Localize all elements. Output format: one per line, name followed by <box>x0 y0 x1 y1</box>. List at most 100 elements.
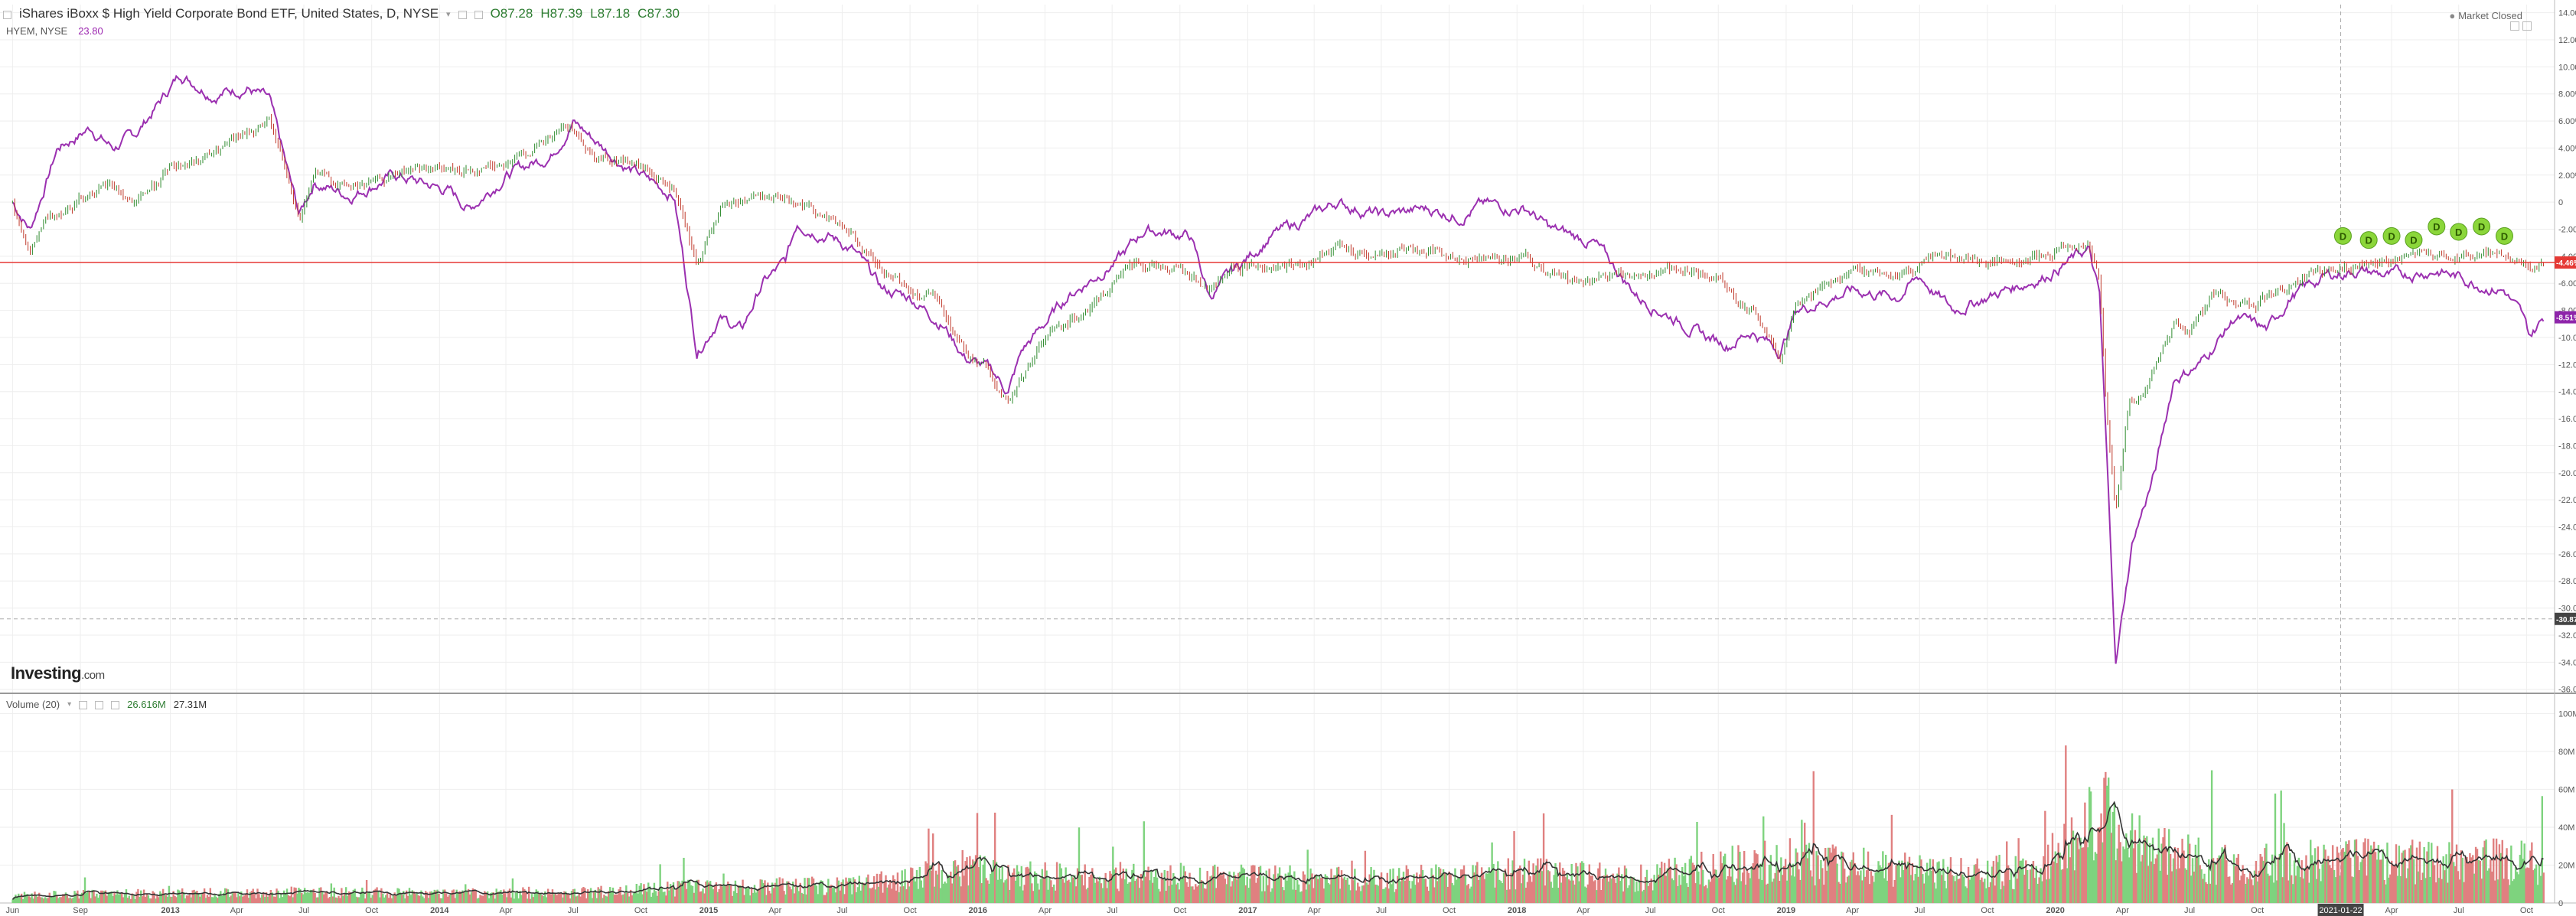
volume-bar[interactable] <box>201 892 204 903</box>
volume-bar[interactable] <box>546 897 548 903</box>
volume-bar[interactable] <box>2023 874 2026 903</box>
volume-bar[interactable] <box>1968 879 1971 903</box>
volume-bar[interactable] <box>481 895 483 903</box>
volume-bar[interactable] <box>2379 859 2382 903</box>
volume-bar[interactable] <box>1219 872 1222 903</box>
volume-bar[interactable] <box>344 887 347 903</box>
volume-bar[interactable] <box>1408 880 1410 903</box>
volume-bar[interactable] <box>1755 853 1757 903</box>
volume-bar[interactable] <box>1233 872 1235 903</box>
volume-bar[interactable] <box>159 891 161 903</box>
volume-bar[interactable] <box>122 897 125 903</box>
volume-bar[interactable] <box>1899 877 1902 903</box>
volume-bar[interactable] <box>960 886 963 903</box>
volume-bar[interactable] <box>1519 865 1521 903</box>
volume-bar[interactable] <box>790 889 793 903</box>
volume-bar[interactable] <box>1459 869 1462 903</box>
volume-bar[interactable] <box>1750 866 1753 903</box>
volume-bar[interactable] <box>1971 875 1974 903</box>
volume-bar[interactable] <box>830 885 833 903</box>
volume-bar[interactable] <box>1055 862 1058 903</box>
volume-bar[interactable] <box>2087 847 2089 903</box>
volume-bar[interactable] <box>1012 872 1014 903</box>
volume-bar[interactable] <box>629 889 632 903</box>
volume-bar[interactable] <box>1311 873 1313 903</box>
volume-bar[interactable] <box>595 898 598 903</box>
volume-bar[interactable] <box>1120 878 1123 903</box>
volume-bar[interactable] <box>1321 877 1324 903</box>
volume-bar[interactable] <box>2423 846 2425 903</box>
volume-bar[interactable] <box>1945 888 1948 903</box>
volume-bar[interactable] <box>2294 875 2297 903</box>
volume-bar[interactable] <box>446 896 449 903</box>
volume-bar[interactable] <box>794 879 797 903</box>
volume-bar[interactable] <box>2457 871 2460 903</box>
volume-bar[interactable] <box>249 892 252 903</box>
volume-bar[interactable] <box>266 896 269 903</box>
volume-bar[interactable] <box>548 892 551 903</box>
volume-bar[interactable] <box>687 879 690 903</box>
volume-bar[interactable] <box>1387 888 1390 903</box>
volume-bar[interactable] <box>1416 872 1418 903</box>
volume-bar[interactable] <box>1586 884 1590 903</box>
volume-bar[interactable] <box>2444 870 2446 903</box>
volume-bar[interactable] <box>2261 856 2263 903</box>
volume-bar[interactable] <box>221 895 223 903</box>
volume-bar[interactable] <box>2069 857 2072 903</box>
volume-bar[interactable] <box>2402 850 2405 903</box>
volume-bar[interactable] <box>2206 884 2209 903</box>
volume-bar[interactable] <box>2486 870 2489 903</box>
volume-bar[interactable] <box>688 881 691 903</box>
volume-bar[interactable] <box>2062 869 2064 903</box>
volume-bar[interactable] <box>2067 843 2070 903</box>
volume-bar[interactable] <box>1322 888 1325 903</box>
volume-bar[interactable] <box>1594 880 1596 903</box>
volume-bar[interactable] <box>2256 881 2259 903</box>
volume-bar[interactable] <box>1397 875 1399 903</box>
volume-bar[interactable] <box>1949 857 1952 903</box>
volume-bar[interactable] <box>174 895 176 903</box>
volume-bar[interactable] <box>1647 885 1650 903</box>
volume-bar[interactable] <box>883 882 885 903</box>
volume-bar[interactable] <box>767 882 769 903</box>
volume-bar[interactable] <box>422 896 424 903</box>
volume-bar[interactable] <box>1796 852 1798 903</box>
volume-bar[interactable] <box>1155 869 1157 903</box>
volume-bar[interactable] <box>126 898 129 903</box>
volume-bar[interactable] <box>2506 848 2508 903</box>
volume-bar[interactable] <box>78 898 80 903</box>
volume-bar[interactable] <box>582 886 585 903</box>
volume-bar[interactable] <box>1297 884 1300 903</box>
volume-bar[interactable] <box>26 894 29 903</box>
volume-bar[interactable] <box>1033 871 1036 903</box>
volume-bar[interactable] <box>1424 879 1427 903</box>
volume-bar[interactable] <box>619 886 621 903</box>
volume-bar[interactable] <box>2065 745 2067 903</box>
volume-bar[interactable] <box>1895 865 1897 903</box>
volume-bar[interactable] <box>1349 890 1352 903</box>
volume-bar[interactable] <box>168 885 171 903</box>
volume-bar[interactable] <box>1615 882 1617 903</box>
volume-bar[interactable] <box>895 890 898 903</box>
volume-bar[interactable] <box>1352 880 1355 903</box>
volume-bar[interactable] <box>1622 891 1625 903</box>
volume-bar[interactable] <box>1440 873 1443 903</box>
volume-bar[interactable] <box>820 880 822 903</box>
volume-bar[interactable] <box>2461 857 2464 903</box>
volume-bar[interactable] <box>712 889 715 903</box>
volume-bar[interactable] <box>370 898 373 903</box>
volume-bar[interactable] <box>918 866 921 903</box>
volume-bar[interactable] <box>214 895 216 903</box>
volume-bar[interactable] <box>735 893 739 903</box>
volume-bar[interactable] <box>2485 839 2487 903</box>
volume-bar[interactable] <box>2004 871 2007 903</box>
volume-bar[interactable] <box>471 888 474 903</box>
volume-bar[interactable] <box>1709 882 1712 903</box>
volume-bar[interactable] <box>836 877 839 903</box>
volume-bar[interactable] <box>2310 855 2314 903</box>
volume-bar[interactable] <box>1648 883 1652 903</box>
volume-bar[interactable] <box>774 882 777 903</box>
volume-bar[interactable] <box>408 888 411 903</box>
volume-bar[interactable] <box>1218 875 1221 903</box>
volume-bar[interactable] <box>478 898 480 903</box>
